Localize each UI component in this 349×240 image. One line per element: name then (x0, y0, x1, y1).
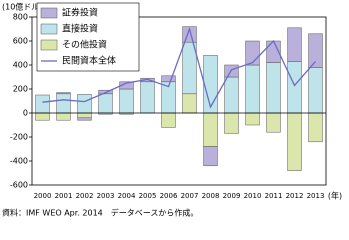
x-tick-label: 2003 (97, 192, 115, 200)
bar (245, 112, 260, 126)
bar (203, 112, 218, 147)
y-tick-label: -400 (10, 157, 28, 166)
x-tick-label: 2009 (223, 192, 241, 200)
bar (98, 93, 113, 114)
x-tick-label: 2012 (286, 192, 304, 200)
x-tick-label: 2006 (160, 192, 178, 200)
legend-swatch (40, 39, 58, 51)
y-tick-label: -200 (10, 133, 28, 142)
bar (287, 112, 302, 171)
bar (140, 81, 155, 114)
chart: (10億ドル) (年) 資料：IMF WEO Apr. 2014 データベースか… (2, 2, 342, 218)
bar (182, 41, 197, 95)
bar (203, 55, 218, 114)
bar (161, 112, 176, 128)
bar (224, 76, 239, 114)
bar (224, 112, 239, 134)
bar (77, 94, 92, 114)
bar (287, 61, 302, 114)
bar (245, 64, 260, 114)
bar (56, 92, 71, 95)
legend-label: その他投資 (62, 39, 107, 51)
bar (35, 94, 50, 114)
x-tick-label: 2005 (139, 192, 157, 200)
bar (77, 112, 92, 119)
legend-label: 証券投資 (62, 7, 98, 19)
bar (56, 112, 71, 121)
unit-label: (10億ドル) (2, 2, 42, 12)
y-tick-label: -600 (10, 181, 28, 190)
bar (35, 112, 50, 121)
bar (308, 33, 323, 68)
x-tick-label: 2004 (118, 192, 136, 200)
legend-label: 直接投資 (62, 23, 98, 35)
source: 資料：IMF WEO Apr. 2014 データベースから作成。 (2, 208, 198, 218)
bar (161, 75, 176, 83)
legend-swatch (40, 7, 58, 19)
line (42, 26, 316, 109)
y-tick-label: 800 (13, 13, 28, 22)
x-tick-label: 2001 (55, 192, 73, 200)
bar (182, 93, 197, 114)
x-unit: (年) (328, 191, 342, 201)
bar (119, 88, 134, 114)
legend-label: 民間資本全体 (62, 55, 116, 67)
bar (308, 112, 323, 143)
x-tick-label: 2011 (265, 192, 283, 200)
bar (56, 93, 71, 114)
x-tick-label: 2008 (202, 192, 220, 200)
bar (245, 40, 260, 66)
bar (203, 146, 218, 167)
bar (119, 81, 134, 90)
x-tick-label: 2010 (244, 192, 262, 200)
bar (266, 62, 281, 114)
y-tick-label: 600 (13, 37, 28, 46)
plot-frame (31, 16, 327, 186)
x-tick-label: 2000 (34, 192, 52, 200)
x-tick-label: 2007 (181, 192, 199, 200)
bar (77, 117, 92, 121)
y-tick-label: 400 (13, 61, 28, 70)
y-tick-label: 200 (13, 85, 28, 94)
y-tick-label: 0 (23, 109, 28, 118)
x-tick-label: 2002 (76, 192, 94, 200)
bar (287, 27, 302, 62)
bar (308, 67, 323, 114)
bar (266, 112, 281, 133)
legend-swatch (40, 23, 58, 35)
x-tick-label: 2013 (307, 192, 325, 200)
